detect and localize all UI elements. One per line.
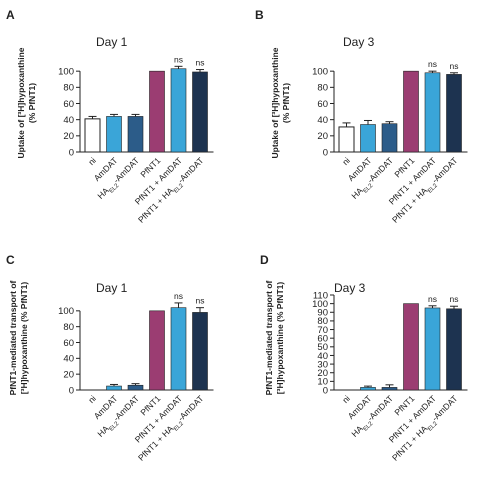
chart-panel-D: D Day 3 PfNT1-mediated transport of[³H]hyp… [260, 253, 468, 465]
bar [84, 118, 101, 153]
significance-label: ns [450, 61, 459, 71]
x-category-label: ni [340, 393, 352, 405]
y-axis-label: PfNT1-mediated transport of[³H]hypoxanth… [8, 280, 29, 395]
bar [424, 307, 441, 391]
y-axis-label: Uptake of [³H]hypoxanthine(% PfNT1) [16, 47, 37, 158]
y-tick-label: 10 [317, 377, 328, 388]
bar [127, 384, 144, 391]
y-tick-label: 30 [317, 359, 328, 370]
significance-label: ns [428, 59, 437, 69]
y-tick-label: 60 [63, 338, 74, 349]
y-tick-label: 110 [313, 290, 328, 301]
bar [170, 68, 187, 153]
y-tick-label: 20 [317, 131, 328, 142]
y-tick-label: 0 [69, 385, 74, 396]
bar [192, 312, 208, 391]
chart-panel-A: A Day 1 Uptake of [³H]hypoxanthine(% PfNT1… [6, 8, 214, 227]
y-tick-label: 20 [63, 369, 74, 380]
y-tick-label: 0 [323, 385, 328, 396]
bar [360, 387, 376, 391]
significance-label: ns [174, 54, 183, 64]
x-category-label: ni [86, 393, 98, 405]
y-tick-label: 70 [317, 325, 328, 336]
panel-letter: C [6, 253, 15, 267]
significance-label: ns [196, 58, 205, 68]
y-tick-label: 50 [317, 342, 328, 353]
significance-label: ns [174, 291, 183, 301]
y-tick-label: 80 [317, 316, 328, 327]
y-axis-label: PfNT1-mediated transport of[³H]hypoxanth… [264, 280, 285, 395]
y-tick-label: 90 [317, 308, 328, 319]
y-tick-label: 60 [317, 333, 328, 344]
x-category-label: ni [86, 155, 98, 167]
x-category-label: ni [340, 155, 352, 167]
bar [403, 70, 419, 153]
y-tick-label: 40 [63, 354, 74, 365]
chart-panel-C: C Day 1 PfNT1-mediated transport of[³H]hyp… [6, 253, 214, 465]
y-tick-label: 100 [58, 66, 74, 77]
y-axis-label: Uptake of [³H]hypoxanthine(% PfNT1) [270, 47, 291, 158]
y-tick-label: 80 [63, 322, 74, 333]
chart-title: Day 1 [96, 281, 128, 295]
y-tick-label: 40 [317, 115, 328, 126]
y-tick-label: 60 [317, 99, 328, 110]
y-tick-label: 100 [312, 299, 328, 310]
significance-label: ns [428, 294, 437, 304]
bar [106, 116, 122, 153]
bar [106, 385, 122, 391]
y-tick-label: 0 [323, 147, 328, 158]
significance-label: ns [196, 296, 205, 306]
y-tick-label: 80 [63, 83, 74, 94]
chart-panel-B: B Day 3 Uptake of [³H]hypoxanthine(% PfNT1… [255, 8, 468, 227]
y-tick-label: 0 [69, 147, 74, 158]
y-tick-label: 40 [317, 351, 328, 362]
bar [149, 310, 165, 391]
bar [127, 116, 144, 153]
bar [381, 123, 398, 153]
chart-title: Day 3 [343, 35, 375, 49]
significance-label: ns [450, 294, 459, 304]
bar [360, 124, 376, 153]
y-tick-label: 100 [58, 306, 74, 317]
chart-title: Day 3 [334, 281, 366, 295]
y-tick-label: 20 [63, 131, 74, 142]
bar [338, 126, 355, 153]
y-tick-label: 100 [312, 66, 328, 77]
chart-title: Day 1 [96, 35, 128, 49]
panel-letter: A [6, 8, 15, 22]
y-tick-label: 80 [317, 83, 328, 94]
bar [170, 307, 187, 391]
panel-letter: D [260, 253, 269, 267]
bar [446, 74, 462, 153]
y-tick-label: 40 [63, 115, 74, 126]
bar [149, 70, 165, 153]
y-tick-label: 60 [63, 99, 74, 110]
bar [446, 308, 462, 391]
bar [381, 387, 398, 391]
y-tick-label: 20 [317, 368, 328, 379]
bar [424, 72, 441, 153]
bar [192, 71, 208, 153]
bar [403, 303, 419, 391]
panel-letter: B [255, 8, 264, 22]
